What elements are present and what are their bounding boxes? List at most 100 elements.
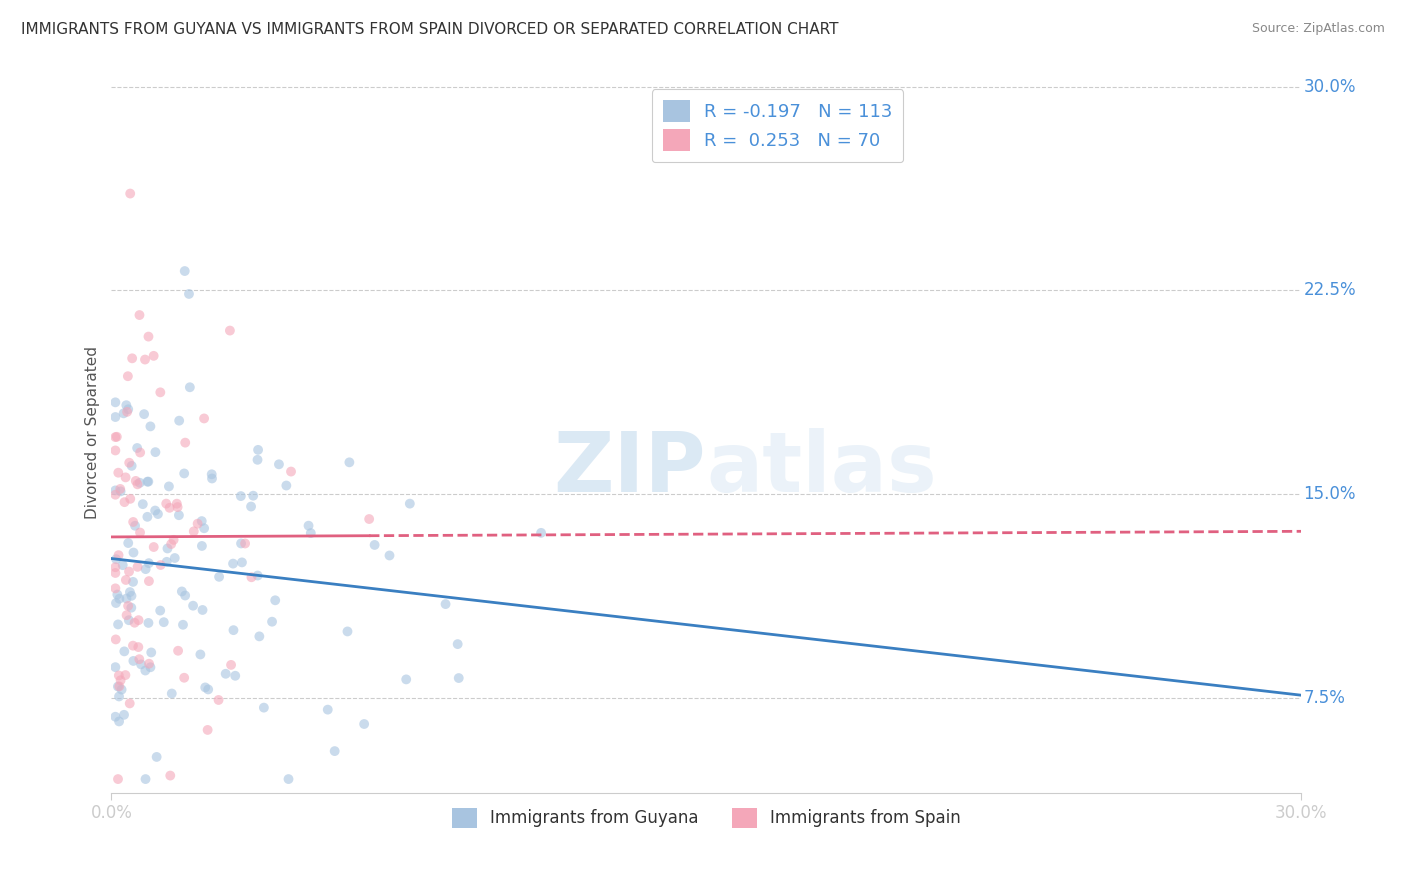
Point (111, 558, 134, 573)
Point (114, 495, 136, 509)
Point (247, 442, 270, 457)
Point (108, 668, 131, 682)
Point (177, 287, 200, 301)
Text: ZIP: ZIP (554, 428, 706, 509)
Point (191, 539, 214, 553)
Legend: Immigrants from Guyana, Immigrants from Spain: Immigrants from Guyana, Immigrants from … (444, 801, 967, 835)
Point (240, 500, 263, 514)
Point (138, 657, 160, 671)
Point (110, 673, 132, 688)
Point (104, 443, 127, 458)
Point (107, 466, 129, 480)
Point (104, 483, 127, 498)
Point (115, 398, 138, 412)
Point (174, 589, 197, 603)
Point (231, 555, 253, 569)
Point (378, 549, 401, 563)
Point (134, 664, 156, 678)
Point (108, 714, 131, 729)
Point (336, 624, 359, 639)
Point (145, 445, 167, 459)
Point (110, 482, 132, 496)
Point (159, 500, 181, 515)
Point (107, 772, 129, 786)
Point (128, 652, 150, 666)
Point (122, 654, 145, 668)
Point (127, 477, 149, 491)
Point (323, 744, 346, 758)
Point (138, 475, 160, 489)
Point (174, 435, 197, 450)
Point (145, 750, 167, 764)
Point (246, 452, 269, 467)
Point (163, 551, 186, 566)
Point (127, 559, 149, 574)
Point (127, 441, 149, 455)
Point (395, 673, 418, 687)
Point (104, 632, 127, 647)
Point (187, 516, 209, 531)
Point (149, 604, 172, 618)
Point (280, 465, 302, 479)
Point (115, 608, 138, 623)
Point (146, 507, 169, 521)
Text: Source: ZipAtlas.com: Source: ZipAtlas.com (1251, 22, 1385, 36)
Point (128, 613, 150, 627)
Point (118, 565, 141, 579)
Point (173, 467, 195, 481)
Point (222, 557, 245, 571)
Point (129, 525, 152, 540)
Point (115, 405, 138, 419)
Point (141, 645, 163, 659)
Point (132, 497, 155, 511)
Point (124, 518, 146, 533)
Point (247, 629, 270, 643)
Point (105, 430, 128, 444)
Point (197, 723, 219, 737)
Point (191, 603, 214, 617)
Point (172, 617, 194, 632)
Point (138, 329, 160, 343)
Point (233, 536, 256, 550)
Y-axis label: Divorced or Separated: Divorced or Separated (86, 346, 100, 519)
Point (122, 574, 145, 589)
Point (136, 509, 159, 524)
Point (118, 697, 141, 711)
Point (114, 668, 136, 682)
Point (127, 640, 149, 654)
Point (104, 660, 127, 674)
Point (128, 308, 150, 322)
Point (110, 484, 132, 499)
Point (160, 686, 183, 700)
Point (143, 503, 166, 517)
Point (129, 445, 152, 459)
Point (104, 395, 127, 409)
Point (105, 596, 128, 610)
Point (104, 710, 127, 724)
Point (160, 537, 183, 551)
Point (152, 615, 174, 630)
Point (114, 470, 136, 484)
Point (190, 648, 212, 662)
Point (193, 521, 215, 535)
Point (132, 407, 155, 421)
Point (105, 588, 128, 602)
Point (108, 591, 131, 606)
Point (363, 538, 385, 552)
Point (219, 324, 242, 338)
Point (179, 380, 201, 394)
Point (118, 613, 141, 627)
Point (159, 768, 181, 782)
Point (264, 593, 287, 607)
Point (112, 707, 135, 722)
Point (117, 402, 139, 417)
Point (104, 582, 127, 596)
Point (149, 385, 172, 400)
Point (120, 600, 142, 615)
Point (219, 657, 242, 672)
Point (107, 548, 129, 562)
Point (353, 717, 375, 731)
Point (229, 489, 252, 503)
Point (208, 570, 231, 584)
Point (337, 455, 360, 469)
